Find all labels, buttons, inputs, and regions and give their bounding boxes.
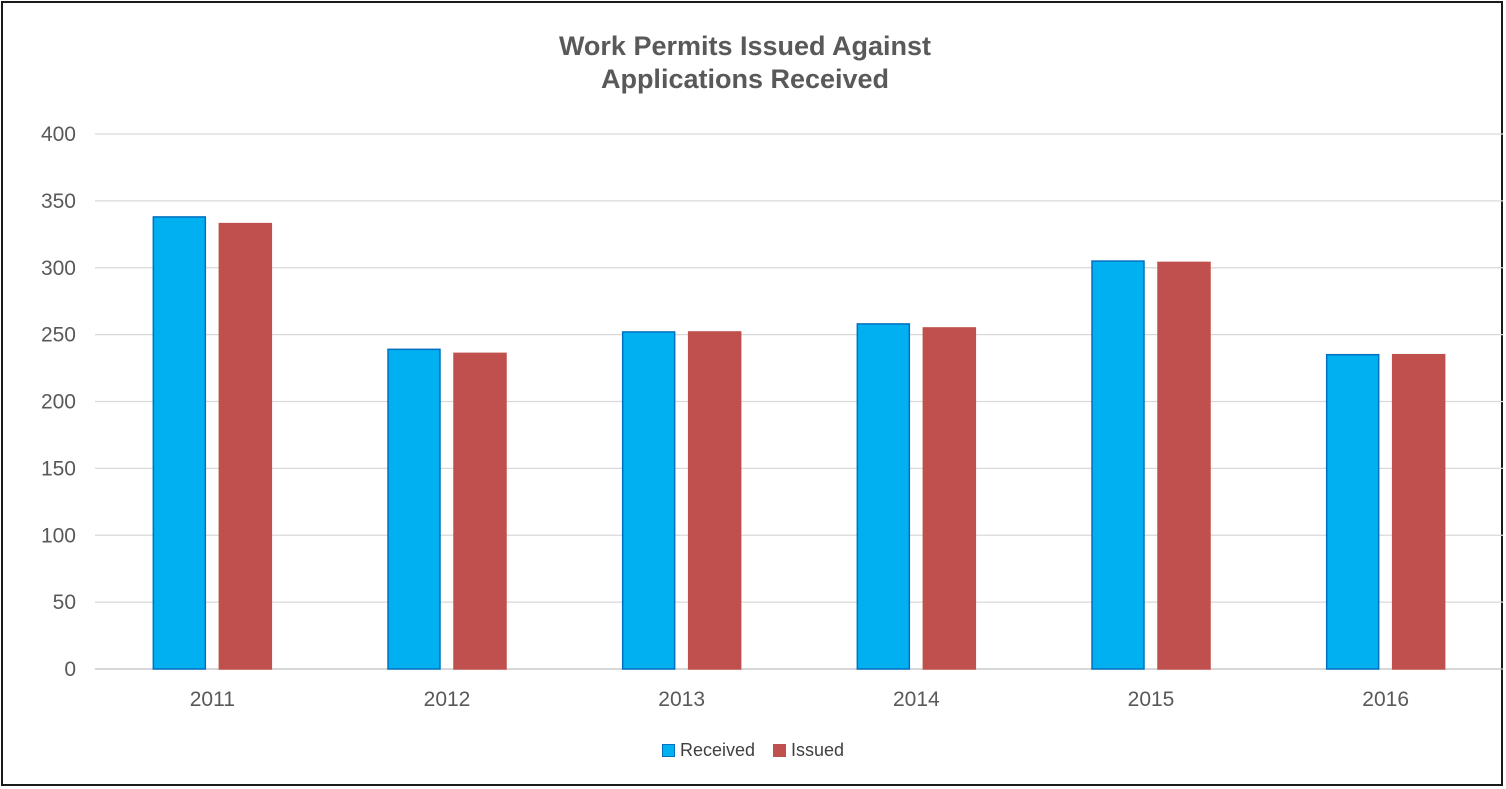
y-tick-label: 400	[41, 123, 76, 146]
bar-received-2012	[387, 348, 441, 670]
chart-title-line-1: Work Permits Issued Against	[558, 31, 932, 61]
bar-issued-2011	[218, 222, 273, 670]
bar-issued-2015	[1157, 261, 1211, 670]
x-tick-label: 2015	[1128, 688, 1175, 711]
bar-issued-2012	[453, 352, 507, 670]
bar-issued-2014	[922, 327, 977, 670]
legend-swatch-issued	[773, 744, 786, 757]
y-tick-label: 0	[64, 658, 76, 681]
bar-received-2013	[621, 331, 676, 670]
x-tick-label: 2011	[190, 688, 235, 711]
legend-label-issued: Issued	[791, 740, 845, 760]
x-tick-label: 2012	[424, 688, 471, 711]
x-tick-label: 2016	[1362, 688, 1409, 711]
bar-received-2016	[1325, 353, 1380, 670]
bar-received-2015	[1091, 260, 1145, 670]
legend-item-received: Received	[661, 740, 755, 761]
bar-received-2011	[152, 216, 207, 670]
chart-title: Work Permits Issued Against Applications…	[0, 30, 1490, 96]
y-tick-label: 100	[41, 524, 76, 547]
chart-title-line-2: Applications Received	[600, 64, 890, 94]
y-tick-label: 150	[41, 457, 76, 480]
bar-received-2014	[856, 323, 911, 670]
chart-legend: Received Issued	[0, 740, 1506, 761]
bar-issued-2013	[687, 331, 742, 670]
y-tick-label: 200	[41, 391, 76, 414]
legend-label-received: Received	[679, 740, 755, 760]
legend-item-issued: Issued	[773, 740, 844, 761]
legend-swatch-received	[661, 744, 675, 757]
y-tick-label: 250	[41, 324, 76, 347]
y-tick-label: 300	[41, 257, 76, 280]
y-tick-label: 50	[53, 591, 76, 614]
x-tick-label: 2013	[658, 688, 705, 711]
bar-issued-2016	[1391, 353, 1446, 670]
x-tick-label: 2014	[893, 688, 940, 711]
y-tick-label: 350	[41, 190, 76, 213]
